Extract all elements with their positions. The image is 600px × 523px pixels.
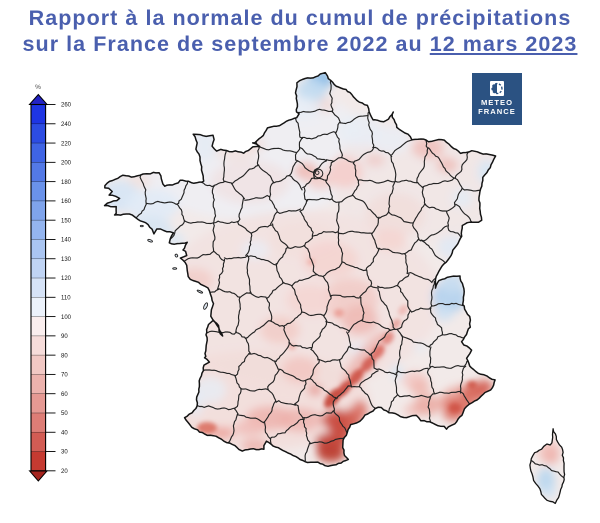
svg-text:180: 180 [61, 180, 72, 186]
svg-text:80: 80 [61, 353, 68, 359]
svg-text:30: 30 [61, 450, 68, 456]
svg-text:220: 220 [61, 141, 72, 147]
svg-text:130: 130 [61, 257, 72, 263]
svg-text:70: 70 [61, 373, 68, 379]
svg-text:260: 260 [61, 103, 72, 109]
svg-text:240: 240 [61, 122, 72, 128]
svg-text:140: 140 [61, 238, 72, 244]
svg-text:20: 20 [61, 469, 68, 475]
svg-text:60: 60 [61, 392, 68, 398]
svg-text:150: 150 [61, 218, 72, 224]
svg-text:200: 200 [61, 161, 72, 167]
svg-text:160: 160 [61, 199, 72, 205]
svg-text:110: 110 [61, 296, 71, 302]
svg-text:50: 50 [61, 411, 68, 417]
svg-text:120: 120 [61, 276, 72, 282]
svg-text:%: % [35, 84, 41, 91]
svg-text:90: 90 [61, 334, 68, 340]
svg-text:100: 100 [61, 315, 72, 321]
svg-text:40: 40 [61, 430, 68, 436]
